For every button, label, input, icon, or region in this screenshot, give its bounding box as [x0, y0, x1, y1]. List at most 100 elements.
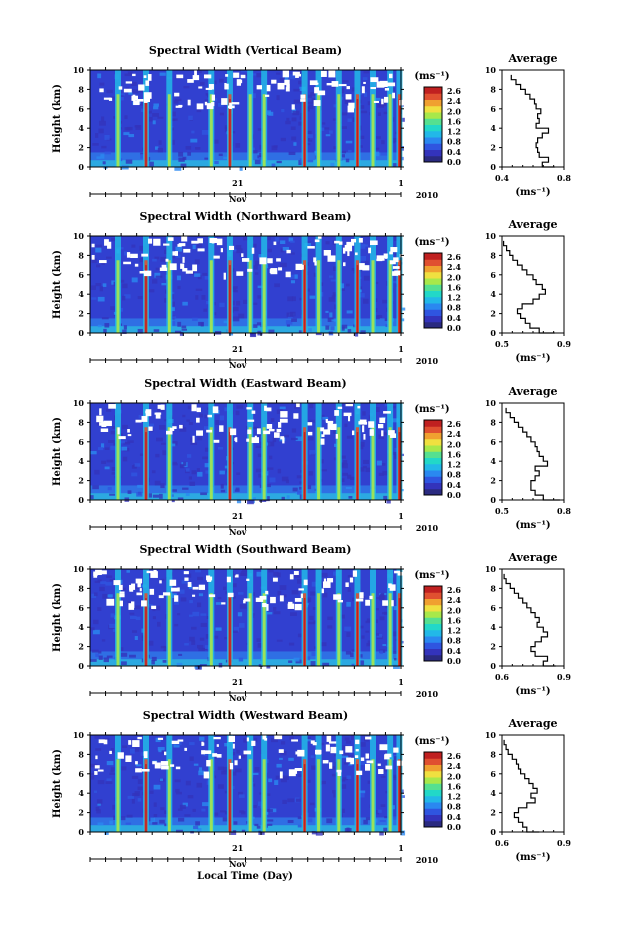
missing-data-patch — [309, 80, 318, 86]
heatmap-cell — [110, 430, 118, 435]
missing-data-patch — [141, 769, 150, 772]
missing-data-patch — [128, 603, 135, 610]
heatmap-cell — [360, 105, 365, 109]
heatmap-cell — [154, 605, 161, 611]
heatmap-cell — [163, 735, 167, 740]
heatmap-cell — [258, 156, 263, 160]
heatmap-cell — [197, 828, 202, 832]
heatmap-cell — [182, 414, 186, 418]
average-y-tick-label: 8 — [490, 250, 496, 260]
heatmap-cell — [285, 120, 291, 125]
heatmap-cell — [392, 631, 399, 637]
heatmap-cell — [137, 484, 143, 488]
heatmap-cell — [251, 497, 256, 500]
heatmap-cell — [339, 150, 347, 154]
heatmap-cell — [400, 830, 406, 836]
heatmap-cell — [309, 295, 316, 299]
heatmap-cell — [283, 434, 289, 438]
missing-data-patch — [213, 255, 220, 259]
missing-data-patch — [344, 244, 353, 252]
heatmap-cell — [251, 150, 258, 154]
missing-data-patch — [286, 84, 290, 88]
missing-data-patch — [216, 744, 219, 747]
heatmap-cell — [309, 404, 314, 409]
colorbar-swatch — [424, 259, 442, 266]
missing-data-patch — [268, 428, 275, 432]
missing-data-patch — [377, 763, 381, 766]
time-tick-label: 1 — [398, 843, 404, 853]
heatmap-cell — [104, 466, 110, 470]
heatmap-cell — [346, 310, 353, 314]
band-inner — [116, 759, 120, 832]
time-tick-label: 21 — [232, 178, 243, 188]
colorbar-tick-label: 0.0 — [447, 656, 461, 666]
band-inner — [317, 260, 321, 333]
heatmap-cell — [342, 80, 349, 83]
heatmap-cell — [188, 614, 193, 617]
missing-data-patch — [282, 70, 290, 78]
heatmap-cell — [327, 616, 333, 621]
missing-data-patch — [119, 600, 123, 607]
missing-data-patch — [196, 407, 201, 413]
missing-data-patch — [127, 434, 132, 437]
heatmap-cell — [380, 152, 388, 156]
missing-data-patch — [266, 423, 273, 429]
heatmap-cell — [91, 285, 96, 291]
heatmap-cell — [120, 440, 125, 444]
missing-data-patch — [355, 749, 359, 752]
heatmap-cell — [177, 285, 181, 290]
heatmap-cell — [252, 804, 257, 808]
missing-data-patch — [232, 743, 235, 749]
heatmap-cell — [105, 781, 113, 785]
heatmap-cell — [95, 806, 100, 811]
average-profile-line — [505, 407, 560, 501]
missing-data-patch — [263, 430, 271, 435]
missing-data-patch — [321, 588, 324, 594]
colorbar-swatch — [424, 648, 442, 656]
colorbar-unit: (ms⁻¹) — [414, 570, 449, 581]
colorbar-tick-label: 0.4 — [447, 313, 461, 323]
missing-data-patch — [339, 750, 344, 755]
heatmap-cell — [153, 802, 157, 807]
band-inner — [209, 427, 213, 500]
heatmap-cell — [106, 778, 112, 781]
heatmap-cell — [124, 73, 132, 77]
band-inner — [167, 94, 171, 167]
colorbar-tick-label: 2.6 — [447, 585, 461, 595]
missing-data-patch — [270, 268, 278, 275]
heatmap-cell — [131, 277, 138, 283]
missing-data-patch — [337, 770, 342, 776]
missing-data-patch — [328, 741, 337, 744]
missing-data-patch — [157, 737, 164, 740]
heatmap-cell — [179, 427, 187, 432]
colorbar-tick-label: 0.4 — [447, 480, 461, 490]
heatmap-cell — [109, 772, 116, 775]
heatmap-cell — [266, 819, 274, 822]
heatmap-cell — [182, 487, 189, 490]
heatmap-cell — [195, 569, 201, 573]
heatmap-cell — [284, 76, 289, 81]
average-y-tick-label: 2 — [490, 808, 496, 818]
missing-data-patch — [225, 74, 229, 77]
heatmap-cell — [120, 661, 127, 666]
heatmap-cell — [158, 140, 162, 145]
missing-data-patch — [300, 94, 306, 99]
heatmap-cell — [394, 658, 399, 661]
missing-data-patch — [392, 266, 400, 269]
colorbar-swatch — [424, 290, 442, 298]
heatmap-cell — [157, 147, 163, 153]
heatmap-cell — [268, 111, 274, 116]
colorbar-swatch — [424, 130, 442, 138]
heatmap-cell — [100, 581, 107, 585]
missing-data-patch — [231, 102, 240, 105]
heatmap-cell — [152, 258, 157, 262]
missing-data-patch — [206, 103, 214, 110]
y-tick-label: 2 — [78, 309, 84, 319]
heatmap-cell — [391, 163, 399, 168]
heatmap-cell — [254, 767, 260, 772]
heatmap-cell — [281, 775, 285, 780]
y-tick-label: 8 — [78, 749, 84, 759]
colorbar-swatch — [424, 802, 442, 809]
missing-data-patch — [394, 570, 401, 574]
missing-data-patch — [264, 405, 267, 411]
